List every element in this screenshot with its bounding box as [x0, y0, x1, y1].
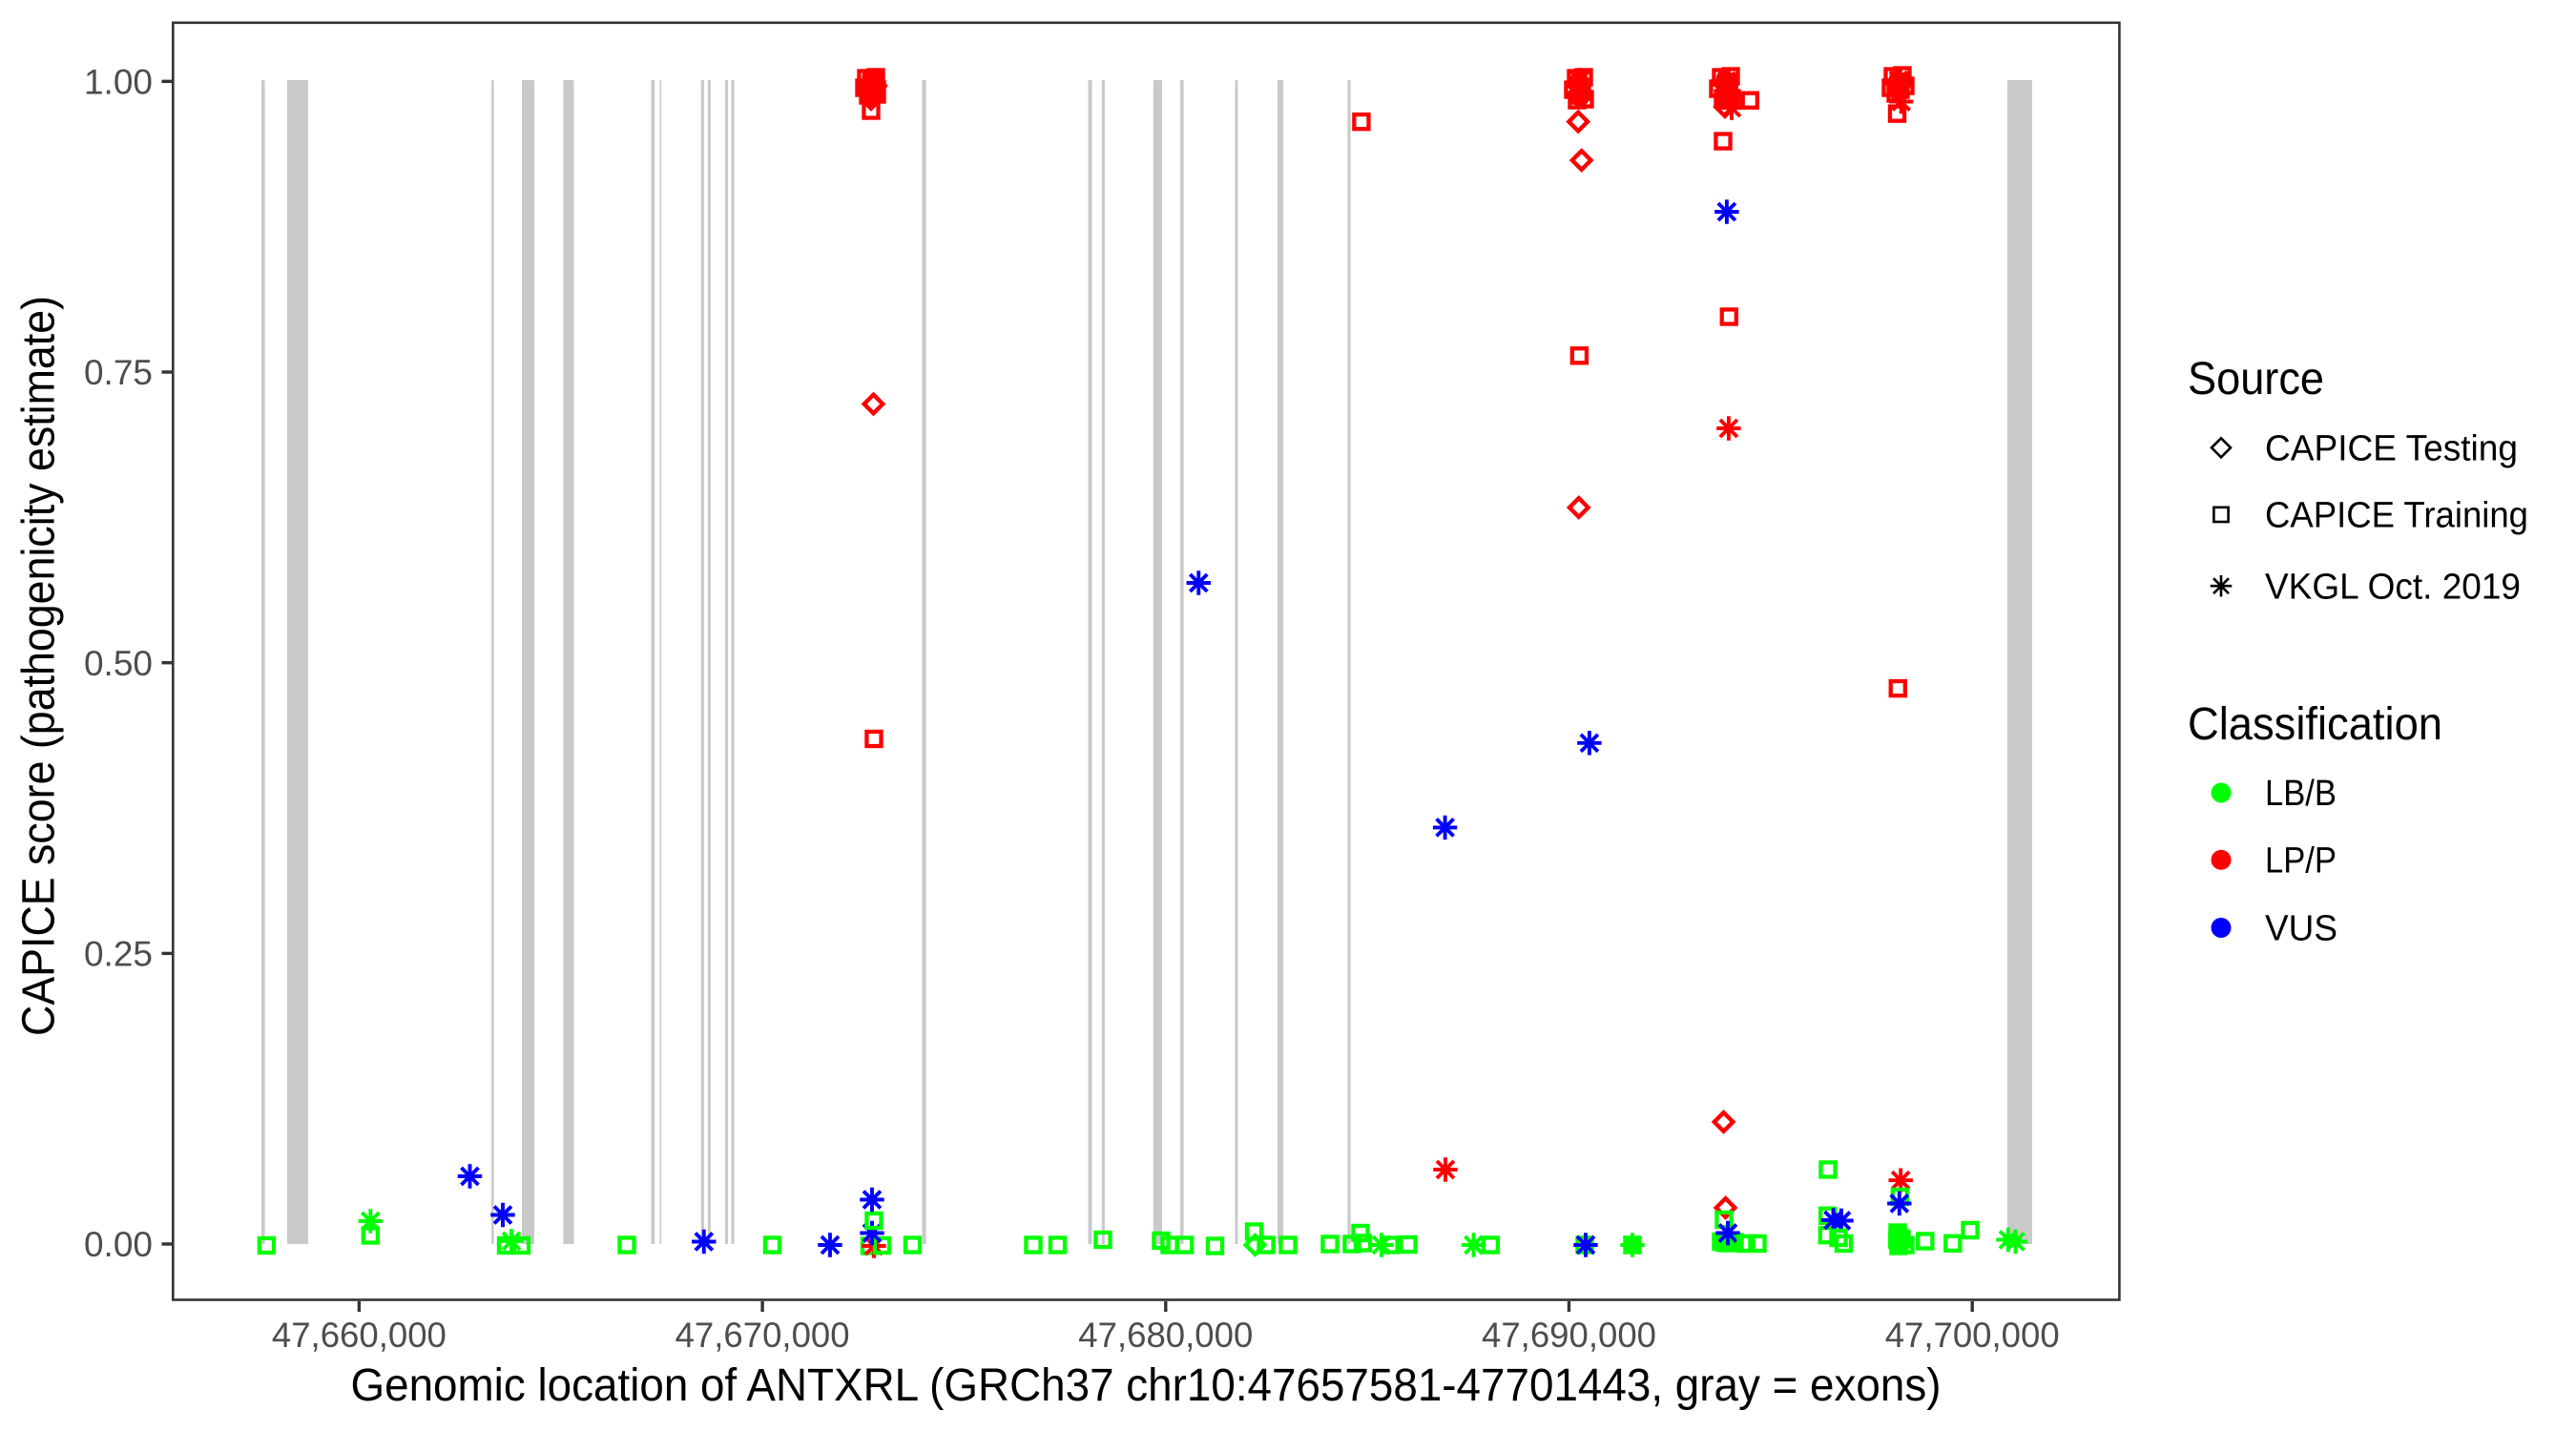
svg-text:0.25: 0.25 — [84, 935, 153, 974]
svg-text:Source: Source — [2188, 354, 2324, 404]
svg-text:0.50: 0.50 — [84, 644, 153, 683]
svg-text:Classification: Classification — [2188, 699, 2442, 750]
svg-text:LP/P: LP/P — [2265, 841, 2337, 881]
svg-text:47,680,000: 47,680,000 — [1078, 1316, 1253, 1355]
svg-text:CAPICE Testing: CAPICE Testing — [2265, 429, 2518, 469]
svg-text:Genomic location of ANTXRL (GR: Genomic location of ANTXRL (GRCh37 chr10… — [351, 1360, 1942, 1411]
svg-text:47,690,000: 47,690,000 — [1482, 1316, 1656, 1355]
svg-text:VUS: VUS — [2265, 909, 2337, 949]
svg-text:0.00: 0.00 — [84, 1225, 153, 1264]
svg-text:LB/B: LB/B — [2265, 774, 2337, 814]
svg-text:0.75: 0.75 — [84, 353, 153, 392]
svg-text:47,700,000: 47,700,000 — [1885, 1316, 2060, 1355]
svg-text:VKGL Oct. 2019: VKGL Oct. 2019 — [2265, 567, 2521, 607]
svg-text:47,660,000: 47,660,000 — [272, 1316, 447, 1355]
svg-text:47,670,000: 47,670,000 — [675, 1316, 850, 1355]
svg-text:CAPICE score (pathogenicity es: CAPICE score (pathogenicity estimate) — [14, 296, 65, 1036]
svg-text:CAPICE Training: CAPICE Training — [2265, 496, 2528, 536]
svg-text:1.00: 1.00 — [84, 63, 153, 102]
